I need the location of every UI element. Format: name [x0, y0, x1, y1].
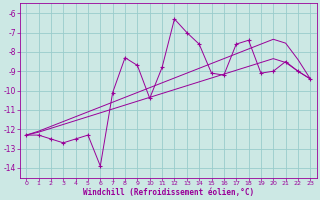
X-axis label: Windchill (Refroidissement éolien,°C): Windchill (Refroidissement éolien,°C) [83, 188, 254, 197]
